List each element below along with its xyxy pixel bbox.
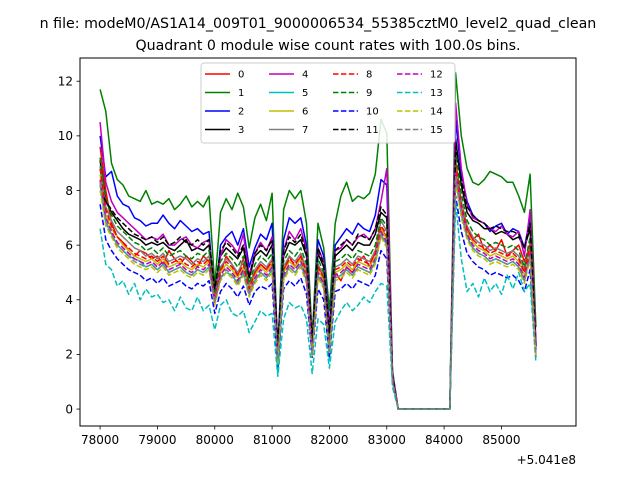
legend-label-7: 7 <box>302 125 308 136</box>
x-tick-label: 79000 <box>138 433 176 447</box>
legend-label-6: 6 <box>302 107 308 118</box>
y-axis: 0 2 4 6 8 10 12 <box>58 75 80 416</box>
legend-label-15: 15 <box>430 125 443 136</box>
legend-label-11: 11 <box>366 125 379 136</box>
y-tick-label: 8 <box>65 184 73 198</box>
x-tick-label: 84000 <box>425 433 463 447</box>
axes-frame <box>79 57 577 427</box>
series-line-9 <box>99 151 537 410</box>
y-tick-label: 0 <box>65 402 73 416</box>
legend-label-9: 9 <box>366 88 372 99</box>
x-tick-label: 83000 <box>368 433 406 447</box>
x-tick-label: 80000 <box>196 433 234 447</box>
y-tick-label: 10 <box>58 129 73 143</box>
x-tick-label: 85000 <box>482 433 520 447</box>
legend-label-10: 10 <box>366 107 379 118</box>
x-tick-label: 82000 <box>310 433 348 447</box>
series-line-4 <box>99 102 537 410</box>
legend-label-14: 14 <box>430 107 443 118</box>
x-tick-label: 78000 <box>81 433 119 447</box>
legend-label-12: 12 <box>430 70 443 81</box>
legend-label-13: 13 <box>430 88 443 99</box>
series-line-12 <box>99 173 537 410</box>
legend-label-3: 3 <box>238 125 244 136</box>
legend-label-1: 1 <box>238 88 244 99</box>
x-axis: 78000 79000 80000 81000 82000 83000 84000 85000 <box>81 426 521 447</box>
legend-label-2: 2 <box>238 107 244 118</box>
legend-label-0: 0 <box>238 70 244 81</box>
series-line-10 <box>99 195 537 410</box>
y-tick-label: 6 <box>65 238 73 252</box>
chart-title: Quadrant 0 module wise count rates with … <box>135 38 520 54</box>
legend-box <box>200 62 456 144</box>
series-line-15 <box>99 176 537 410</box>
legend-label-4: 4 <box>302 70 308 81</box>
x-tick-label: 81000 <box>253 433 291 447</box>
y-tick-label: 2 <box>65 348 73 362</box>
series-line-1 <box>99 72 537 410</box>
series-line-13 <box>99 200 537 410</box>
series-line-11 <box>99 146 537 410</box>
legend-label-8: 8 <box>366 70 372 81</box>
plot-area <box>99 72 537 410</box>
x-offset-label: +5.041e8 <box>517 453 576 467</box>
y-tick-label: 12 <box>58 75 73 89</box>
legend-label-5: 5 <box>302 88 308 99</box>
figure-suptitle: n file: modeM0/AS1A14_009T01_9000006534_… <box>40 16 597 32</box>
y-tick-label: 4 <box>65 293 73 307</box>
